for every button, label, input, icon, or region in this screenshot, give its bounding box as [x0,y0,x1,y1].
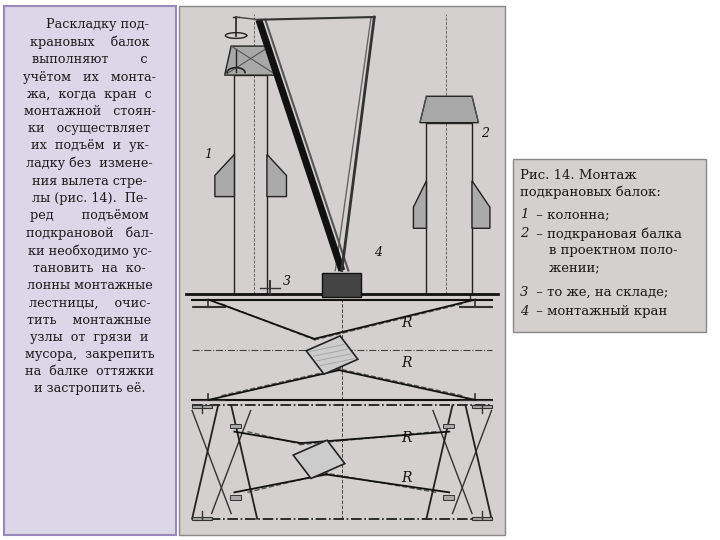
Polygon shape [472,181,490,228]
Bar [472,405,492,408]
Text: – подкрановая балка
    в проектном поло-
    жении;: – подкрановая балка в проектном поло- же… [531,227,682,274]
Polygon shape [225,46,276,75]
Text: 1: 1 [204,148,212,161]
Bar [235,75,267,294]
Bar [472,517,492,521]
Bar [443,424,454,429]
Bar [306,336,358,374]
Text: 4: 4 [520,305,528,318]
Text: R: R [402,316,412,330]
Bar [323,273,361,297]
Bar [293,440,345,478]
Text: 4: 4 [374,246,382,259]
Polygon shape [413,181,426,228]
Text: 3: 3 [283,275,291,288]
FancyBboxPatch shape [179,6,505,535]
Text: 2: 2 [520,227,528,240]
Text: 2: 2 [481,127,489,140]
Text: R: R [402,356,412,370]
Bar [426,123,472,294]
FancyBboxPatch shape [4,6,176,535]
Text: R: R [402,471,412,485]
Text: – колонна;: – колонна; [531,208,609,221]
Text: Раскладку под-
крановых    балок
выполняют        с
учётом   их   монта-
жа,  ко: Раскладку под- крановых балок выполняют … [23,18,156,395]
Bar [230,496,241,500]
Text: 1: 1 [520,208,528,221]
Text: – монтажный кран: – монтажный кран [531,305,667,318]
Bar [230,424,241,429]
Bar [192,405,212,408]
Bar [192,517,212,521]
Text: R: R [402,431,412,445]
Text: 3: 3 [520,286,528,299]
Polygon shape [267,154,287,197]
Bar [443,496,454,500]
Polygon shape [215,154,235,197]
Polygon shape [420,96,479,123]
FancyBboxPatch shape [513,159,706,332]
Text: – то же, на складе;: – то же, на складе; [531,286,668,299]
Text: Рис. 14. Монтаж
подкрановых балок:: Рис. 14. Монтаж подкрановых балок: [520,169,661,199]
